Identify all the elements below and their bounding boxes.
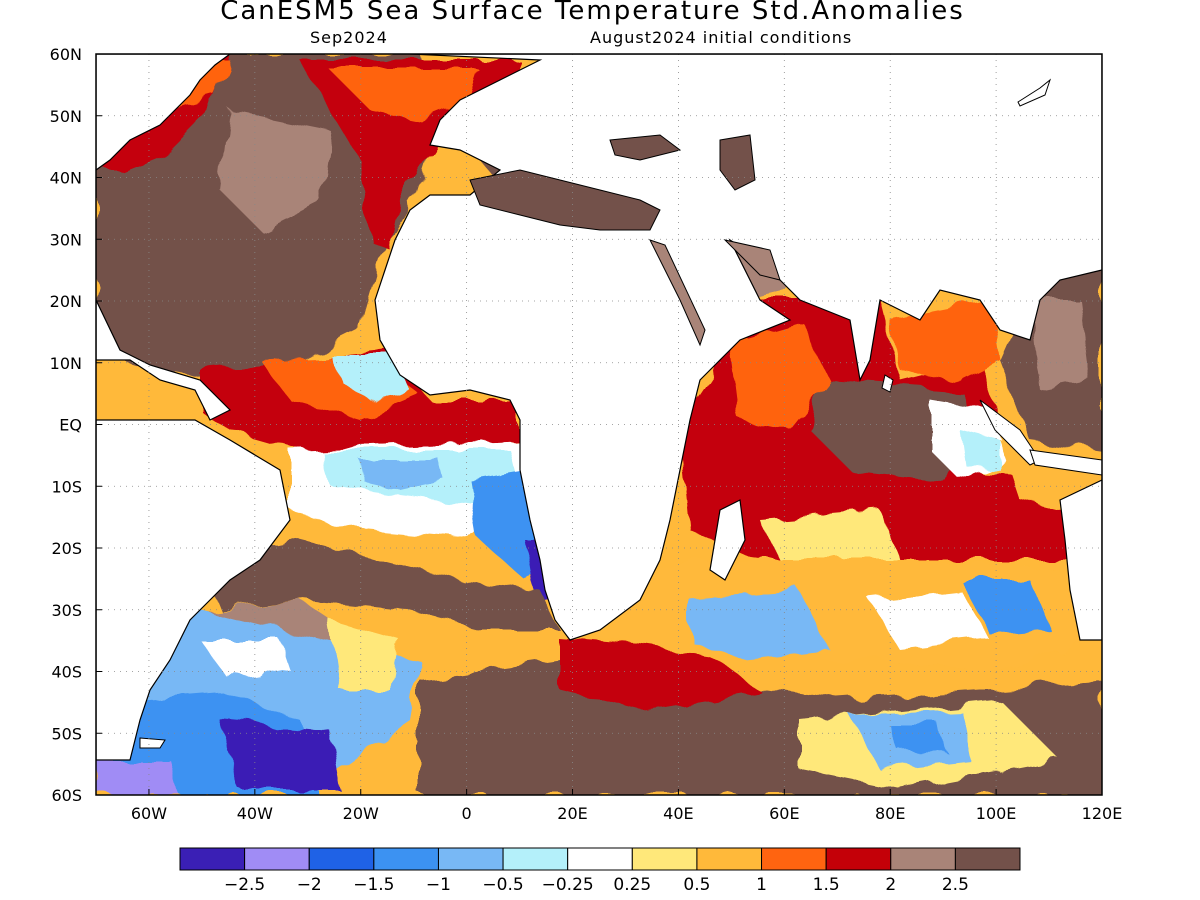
patch-s-indian-mid-neutral [870,590,990,650]
patch-s-indian-mid-cool-2 [960,580,1050,635]
lon-tick-label: 40W [237,804,273,823]
sea-caspian [719,134,756,191]
lon-tick-label: 0 [462,804,472,823]
lon-tick-label: 20W [343,804,379,823]
colorbar-swatch [825,847,892,871]
patch-s-indian-cooler [890,725,945,752]
lat-tick-label: 40N [50,169,82,188]
latitude-axis: 60N 50N 40N 30N 20N 10N EQ 10S 20S 30S 40S 50S 60S [50,45,102,805]
land [96,54,1102,761]
colorbar-swatch [567,847,633,871]
land-japan [1017,78,1052,107]
lat-tick-label: 50S [51,724,82,743]
colorbar-swatch [437,847,504,871]
lon-tick-label: 60E [769,804,799,823]
land-falklands [139,737,166,749]
patch-guinea-cool [330,355,410,400]
sea-red [649,239,706,347]
colorbar-swatch [308,847,375,871]
lat-tick-label: 10N [50,354,82,373]
patch-s-atlantic-strong [200,540,560,630]
initial-conditions: August2024 initial conditions [590,28,853,47]
sea-persian-gulf [723,239,781,281]
lon-tick-label: 40E [663,804,693,823]
anomaly-field [96,54,1102,795]
colorbar-swatch [244,847,310,871]
colorbar-label: 2.5 [942,875,969,895]
forecast-month: Sep2024 [310,28,388,47]
longitude-axis: 60W 40W 20W 0 20E 40E 60E 80E 100E 120E [131,789,1122,823]
lat-tick-label: 10S [51,477,82,496]
colorbar-label: 0.5 [683,875,710,895]
patch-sw-neutral-1 [200,640,290,680]
lat-tick-label: 50N [50,107,82,126]
lon-tick-label: 60W [131,804,167,823]
patch-drake-west [96,760,180,795]
land-north-america-north [96,54,232,171]
lat-tick-label: 40S [51,663,82,682]
land-australia [1059,479,1102,641]
patch-bay-of-bengal [890,300,1000,380]
patch-sumatra-cooler [960,430,1000,470]
lon-tick-label: 120E [1082,804,1123,823]
land-central-america [96,299,232,421]
patch-s-indian-mid-cool-1 [690,590,830,660]
sea-mediterranean [469,169,661,231]
lon-tick-label: 80E [875,804,905,823]
patch-eq-atlantic-cooler [360,460,445,490]
lat-tick-label: 30N [50,230,82,249]
colorbar-label: −0.5 [482,875,523,895]
lat-tick-label: EQ [59,416,82,435]
sea-black [609,134,682,161]
lat-tick-label: 20N [50,292,82,311]
colorbar-legend: −2.5 −2 −1.5 −1 −0.5 −0.25 0.25 0.5 1 1.5 2 2.5 [179,847,1021,895]
colorbar-label: 2 [885,875,896,895]
land-java [1029,449,1102,476]
patch-drake-strong [220,720,340,790]
colorbar-label: 1 [756,875,767,895]
colorbar-label: −0.25 [542,875,594,895]
lat-tick-label: 20S [51,539,82,558]
patch-scs [1030,300,1090,390]
lat-tick-label: 60N [50,45,82,64]
colorbar-swatch [179,847,246,871]
patch-agulhas-warm [560,640,760,710]
land-madagascar [709,499,746,581]
colorbar-swatch [502,847,569,871]
patch-sw-warm-1 [330,620,400,690]
colorbar-swatch [890,847,956,871]
land-south-america [96,419,291,761]
colorbar-swatch [373,847,439,871]
colorbar-label: −2.5 [224,875,265,895]
patch-iceland [330,70,480,120]
colorbar-label: 1.5 [813,875,840,895]
patch-mid-atlantic [220,110,330,230]
chart-title: CanESM5 Sea Surface Temperature Std.Anom… [220,0,965,26]
colorbar-label: −2 [297,875,322,895]
patch-s-indian-light-warm [760,510,900,560]
colorbar-swatch [954,847,1021,871]
colorbar-label: 0.25 [613,875,651,895]
colorbar-label: −1.5 [353,875,394,895]
colorbar-swatch [761,847,827,871]
colorbar-swatch [696,847,763,871]
lon-tick-label: 100E [976,804,1017,823]
lat-tick-label: 30S [51,601,82,620]
colorbar-label: −1 [426,875,451,895]
colorbar-swatch [631,847,698,871]
patch-arabian-sea [730,320,830,430]
lat-tick-label: 60S [51,786,82,805]
lon-tick-label: 20E [557,804,587,823]
